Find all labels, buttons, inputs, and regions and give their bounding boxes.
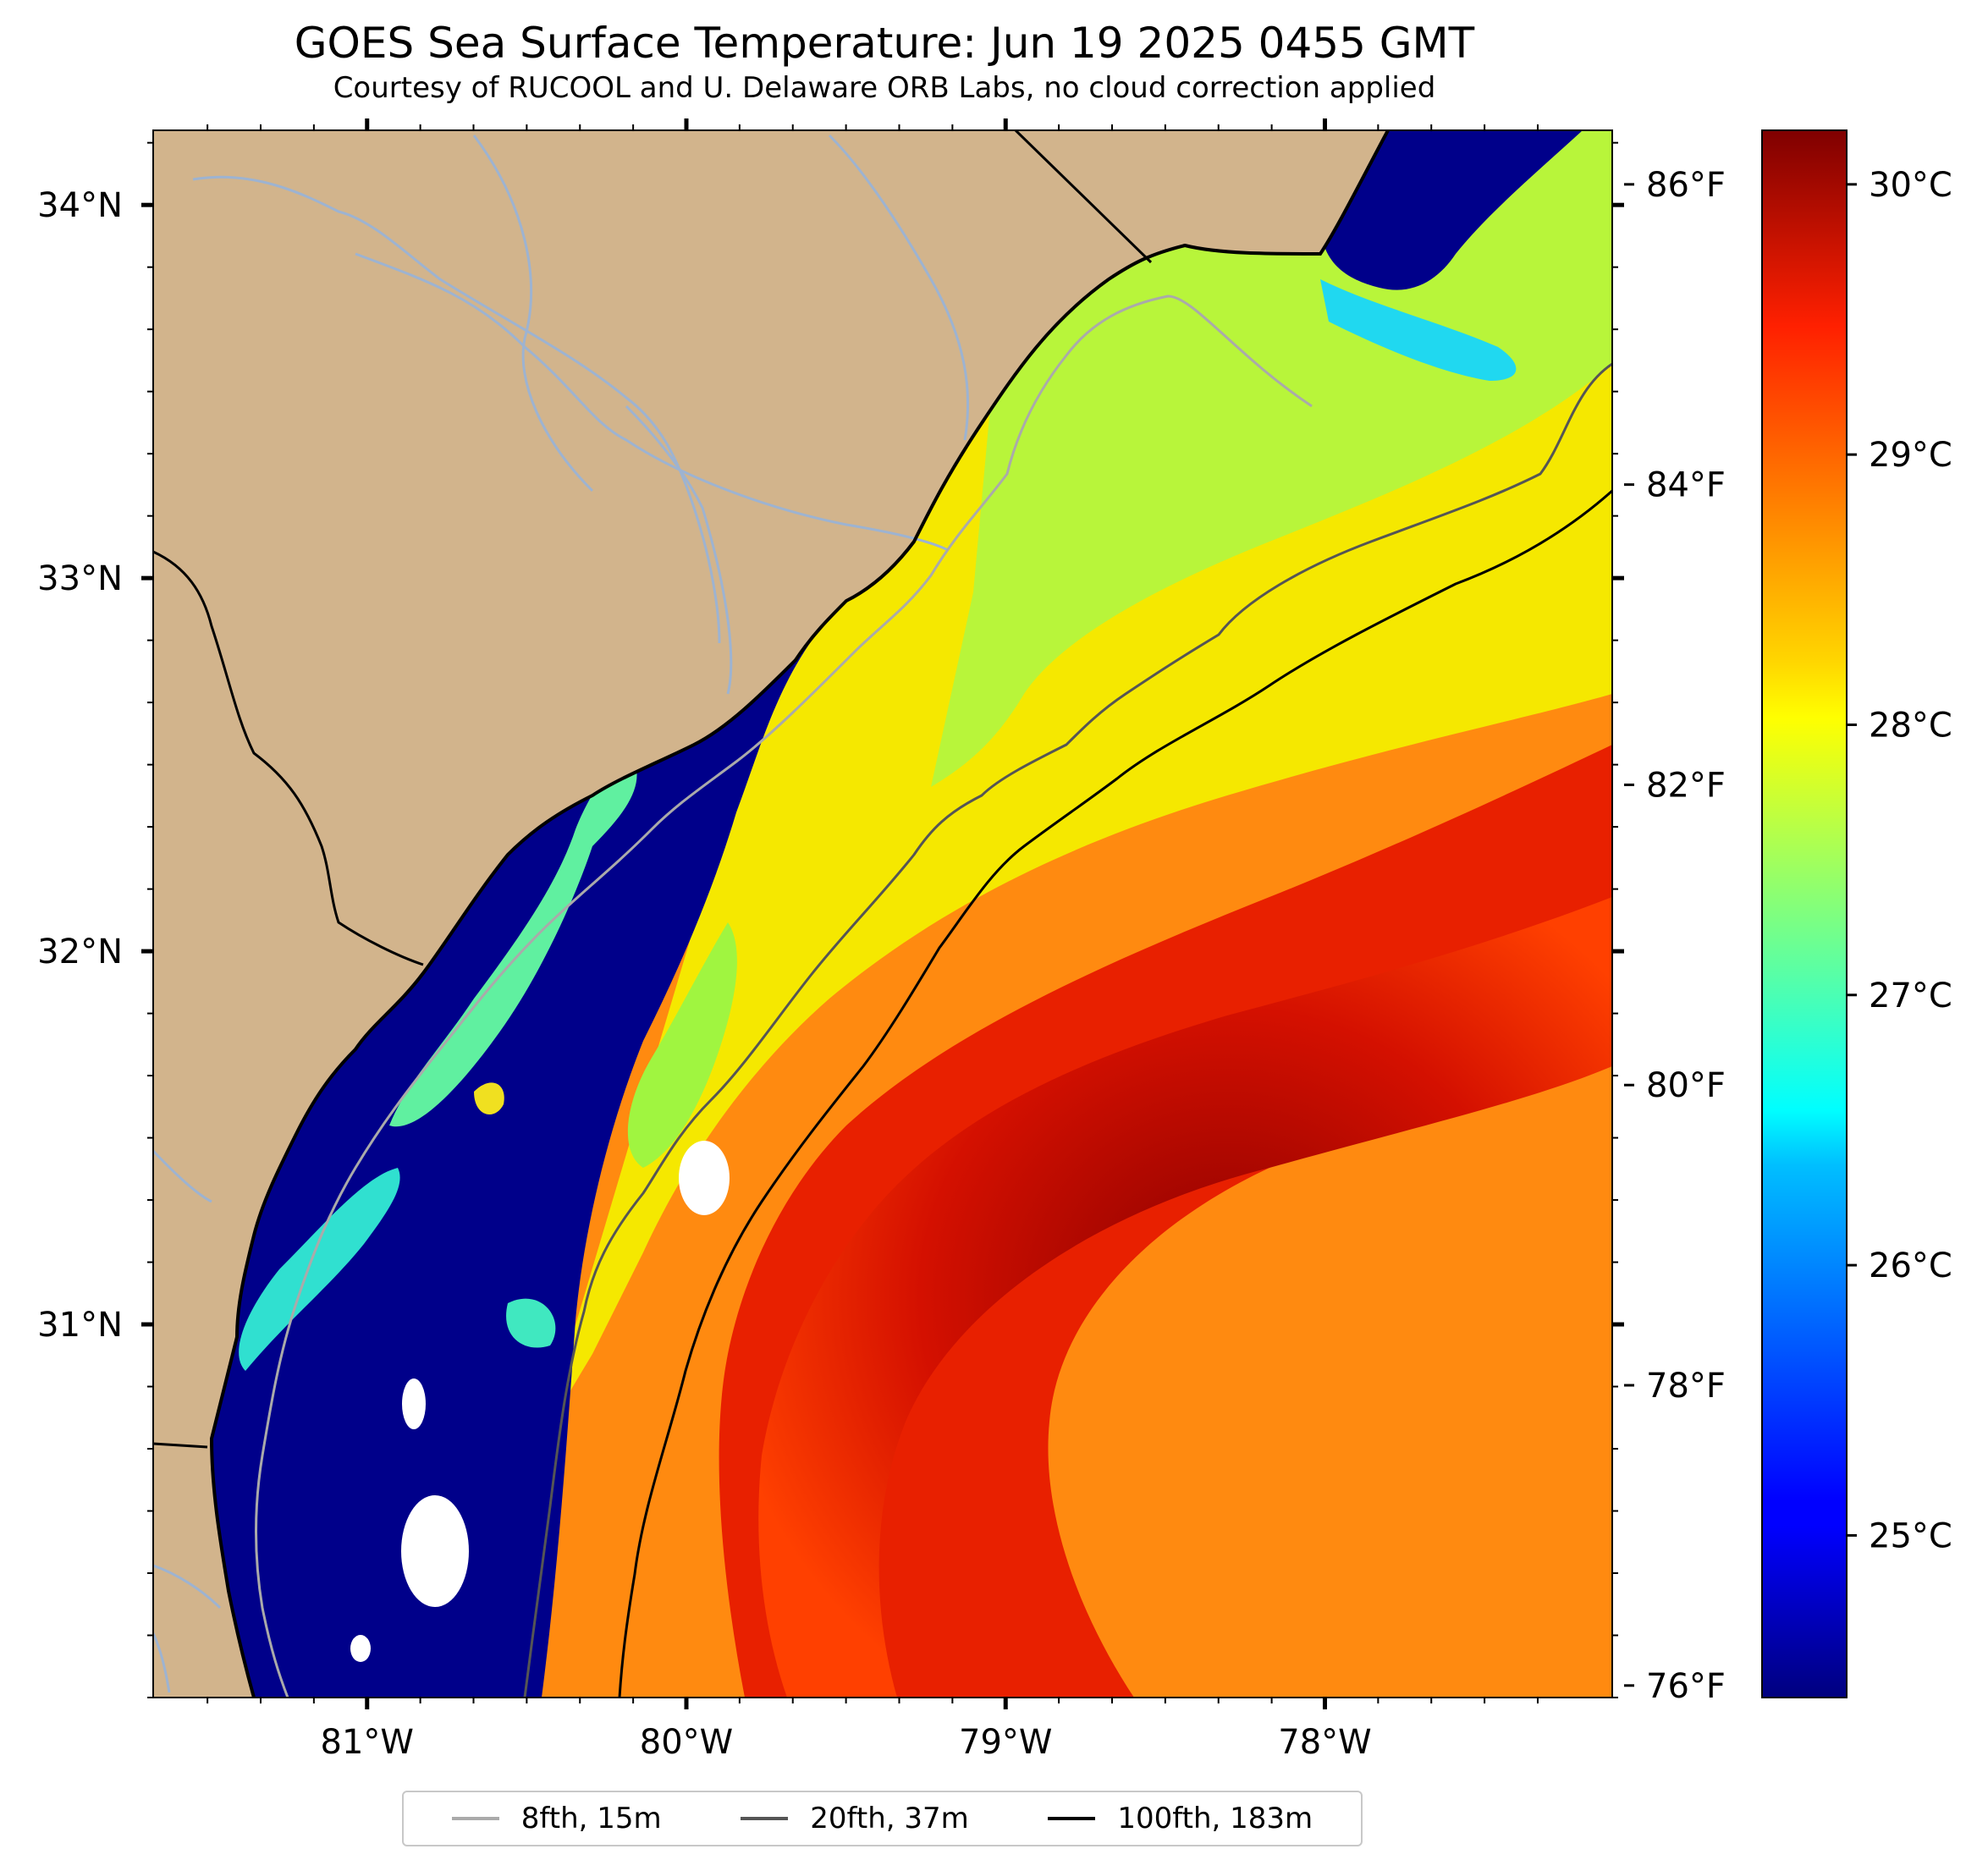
- fahrenheit-tick-label: 78°F: [1646, 1367, 1726, 1406]
- lat-tick-label: 31°N: [37, 1306, 123, 1345]
- legend-label: 8fth, 15m: [520, 1802, 662, 1835]
- sst-filament-2: [627, 922, 737, 1168]
- legend-swatch: [451, 1817, 499, 1820]
- legend-item-20fth: 20fth, 37m: [741, 1802, 969, 1835]
- map-panel: [153, 130, 1612, 1698]
- legend-label: 100fth, 183m: [1117, 1802, 1313, 1835]
- nodata-patch: [401, 1495, 469, 1607]
- sst-cold-cape: [1320, 130, 1583, 290]
- fahrenheit-tick-label: 82°F: [1646, 766, 1726, 805]
- colorbar-tick-label: 28°C: [1869, 706, 1952, 745]
- rivers: [153, 134, 970, 1693]
- contour-legend: 8fth, 15m 20fth, 37m 100fth, 183m: [402, 1791, 1363, 1846]
- contour-8fth: [255, 294, 1313, 1698]
- fahrenheit-tick-label: 76°F: [1646, 1667, 1726, 1706]
- fahrenheit-axis: 86°F 84°F 82°F 80°F 78°F 76°F: [1624, 166, 1726, 1706]
- lon-tick-label: 80°W: [640, 1723, 733, 1762]
- fahrenheit-tick-label: 80°F: [1646, 1066, 1726, 1105]
- sst-cyan-cape: [1320, 279, 1517, 381]
- lat-tick-label: 34°N: [37, 186, 123, 225]
- legend-item-100fth: 100fth, 183m: [1048, 1802, 1313, 1835]
- nodata-patch: [679, 1141, 730, 1215]
- coastline: [209, 130, 1390, 1698]
- lon-tick-label: 81°W: [321, 1723, 414, 1762]
- legend-swatch: [741, 1817, 789, 1820]
- sst-filament-3: [239, 1168, 400, 1371]
- colorbar-tick-label: 27°C: [1869, 977, 1952, 1015]
- map-frame: [152, 129, 1613, 1698]
- sst-filament-4: [474, 1082, 504, 1114]
- legend-label: 20fth, 37m: [810, 1802, 969, 1835]
- legend-swatch: [1048, 1817, 1096, 1820]
- lon-tick-label: 78°W: [1278, 1723, 1371, 1762]
- colorbar-tick-label: 25°C: [1869, 1516, 1952, 1555]
- legend-item-8fth: 8fth, 15m: [451, 1802, 662, 1835]
- nodata-patch: [402, 1378, 426, 1429]
- colorbar-tick-label: 30°C: [1869, 166, 1952, 205]
- longitude-axis: 81°W 80°W 79°W 78°W: [207, 118, 1539, 1762]
- lon-tick-label: 79°W: [959, 1723, 1052, 1762]
- nodata-patch: [350, 1635, 371, 1662]
- fahrenheit-tick-label: 86°F: [1646, 166, 1726, 205]
- lat-tick-label: 33°N: [37, 559, 123, 598]
- colorbar-axis: 30°C 29°C 28°C 27°C 26°C 25°C: [1847, 166, 1952, 1555]
- sst-filament-5: [506, 1298, 556, 1348]
- contour-20fth: [523, 362, 1612, 1698]
- chart-subtitle: Courtesy of RUCOOL and U. Delaware ORB L…: [333, 71, 1436, 105]
- fahrenheit-tick-label: 84°F: [1646, 466, 1726, 505]
- sst-darkred-core: [758, 897, 1612, 1698]
- colorbar: [1761, 129, 1848, 1698]
- lat-tick-label: 32°N: [37, 933, 123, 971]
- colorbar-tick-label: 26°C: [1869, 1246, 1952, 1285]
- land-area: [153, 130, 1388, 1698]
- sst-green-band: [931, 130, 1612, 787]
- contour-100fth: [618, 489, 1612, 1698]
- chart-title: GOES Sea Surface Temperature: Jun 19 202…: [294, 19, 1475, 68]
- state-borders: [153, 130, 1153, 1449]
- colorbar-tick-label: 29°C: [1869, 436, 1952, 475]
- latitude-axis: 34°N 33°N 32°N 31°N: [37, 141, 1624, 1698]
